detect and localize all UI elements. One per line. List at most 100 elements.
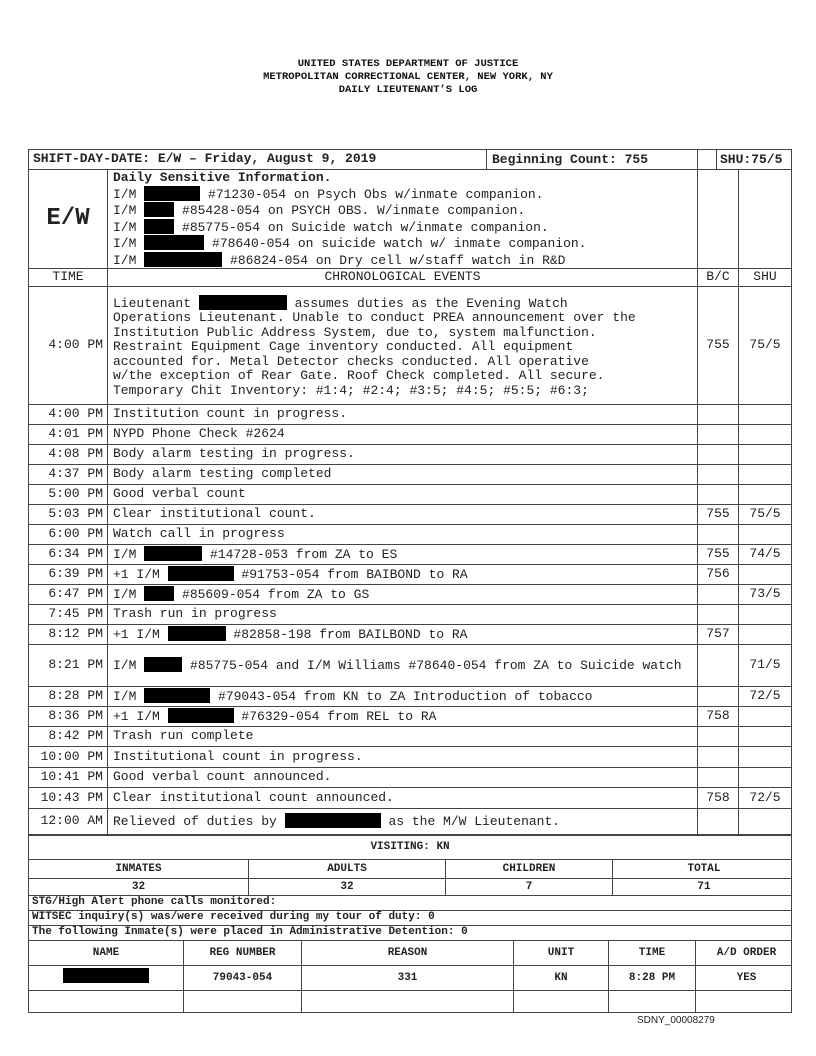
ad-header-row: NAME REG NUMBER REASON UNIT TIME A/D ORDER (27, 939, 793, 966)
entry-event: Watch call in progress (107, 524, 698, 545)
log-entry: 5:00 PM Good verbal count (28, 484, 793, 505)
shift-header-row: SHIFT-DAY-DATE: E/W – Friday, August 9, … (28, 149, 793, 170)
ad-cell: 79043-054 (183, 966, 301, 989)
col-shu: SHU (737, 268, 793, 287)
witsec-text: WITSEC inquiry(s) was/were received duri… (27, 909, 793, 926)
visiting-value: 71 (612, 879, 791, 894)
summary-table: VISITING: KN INMATES ADULTS CHILDREN TOTAL 32… (27, 834, 793, 1013)
col-time: TIME (28, 268, 108, 287)
entry-shu (737, 807, 793, 835)
log-entry: 8:12 PM +1 I/M #82858-198 from BAILBOND t… (28, 624, 793, 645)
entry-time: 5:00 PM (28, 484, 108, 505)
visiting-values-row: 32 32 7 71 (27, 877, 793, 896)
entry-bc (697, 807, 739, 835)
log-entry: 4:00 PM Institution count in progress. (28, 404, 793, 425)
entry-shu: 73/5 (737, 584, 793, 605)
ad-cell (608, 991, 695, 1011)
entry-bc (697, 604, 739, 625)
entry-shu (737, 766, 793, 788)
log-entry: 7:45 PM Trash run in progress (28, 604, 793, 625)
entry-shu (737, 624, 793, 645)
beginning-count: Beginning Count: 755 (486, 150, 697, 169)
stg-row: STG/High Alert phone calls monitored: (27, 894, 793, 911)
col-bc: B/C (697, 268, 739, 287)
log-entry: 4:37 PM Body alarm testing completed (28, 464, 793, 485)
entry-bc (697, 464, 739, 485)
entry-time: 4:01 PM (28, 424, 108, 445)
sensitive-line: I/M #85428-054 on PSYCH OBS. W/inmate co… (113, 202, 526, 218)
entry-bc (697, 584, 739, 605)
visiting-header: CHILDREN (445, 860, 612, 877)
entry-shu (737, 706, 793, 727)
entry-bc (697, 726, 739, 747)
entry-bc: 755 (697, 286, 739, 405)
log-entry: 10:00 PM Institutional count in progress. (28, 746, 793, 768)
log-entry: 4:00 PM Lieutenant assumes duties as the … (28, 286, 793, 405)
entry-event: +1 I/M #76329-054 from REL to RA (107, 706, 698, 727)
log-entry: 8:21 PM I/M #85775-054 and I/M Williams #… (28, 644, 793, 687)
log-entry: 6:47 PM I/M #85609-054 from ZA to GS 73/5 (28, 584, 793, 605)
ad-header: UNIT (513, 941, 608, 964)
entry-time: 4:00 PM (28, 404, 108, 425)
entry-time: 6:47 PM (28, 584, 108, 605)
ad-header: TIME (608, 941, 695, 964)
entry-bc (697, 746, 739, 768)
entry-time: 12:00 AM (28, 807, 108, 835)
redaction (144, 546, 203, 562)
log-entry: 8:28 PM I/M #79043-054 from KN to ZA Intr… (28, 686, 793, 707)
ad-cell (513, 991, 608, 1011)
entry-time: 7:45 PM (28, 604, 108, 625)
visiting-header-row: INMATES ADULTS CHILDREN TOTAL (27, 858, 793, 879)
entry-time: 6:39 PM (28, 564, 108, 585)
ad-header: REG NUMBER (183, 941, 301, 964)
log-entry: 4:01 PM NYPD Phone Check #2624 (28, 424, 793, 445)
entry-event: Institution count in progress. (107, 404, 698, 425)
bates-number: SDNY_00008279 (637, 1014, 715, 1026)
entry-time: 4:08 PM (28, 444, 108, 465)
facility-name: METROPOLITAN CORRECTIONAL CENTER, NEW YO… (263, 71, 553, 83)
ad-cell (695, 991, 791, 1011)
ad-header: A/D ORDER (695, 941, 791, 964)
entry-event: I/M #79043-054 from KN to ZA Introductio… (107, 686, 698, 707)
visiting-header: ADULTS (248, 860, 445, 877)
entry-time: 8:21 PM (28, 644, 108, 687)
entry-bc (697, 524, 739, 545)
entry-bc: 758 (697, 706, 739, 727)
redaction (284, 812, 381, 828)
visiting-header: INMATES (115, 862, 162, 875)
redaction (144, 202, 175, 217)
redaction (144, 657, 183, 673)
log-entry: 6:34 PM I/M #14728-053 from ZA to ES 755 74… (28, 544, 793, 565)
entry-shu (737, 564, 793, 585)
ad-note-text: The following Inmate(s) were placed in A… (27, 924, 793, 941)
log-table: SHIFT-DAY-DATE: E/W – Friday, August 9, … (28, 149, 793, 835)
visiting-value: 32 (248, 879, 445, 894)
entry-event: NYPD Phone Check #2624 (107, 424, 698, 445)
shift-label: E/W (28, 169, 108, 269)
ad-row-2 (27, 989, 793, 1013)
ad-cell: 8:28 PM (608, 966, 695, 989)
entry-event: Good verbal count (107, 484, 698, 505)
visiting-row: VISITING: KN (27, 834, 793, 860)
entry-event: +1 I/M #82858-198 from BAILBOND to RA (107, 624, 698, 645)
redaction (63, 967, 149, 983)
entry-shu (737, 404, 793, 425)
redaction (144, 235, 205, 250)
redaction (144, 218, 175, 234)
ad-note-row: The following Inmate(s) were placed in A… (27, 924, 793, 941)
ad-row-1: 79043-054 331 KN 8:28 PM YES (27, 964, 793, 991)
redaction (198, 294, 287, 310)
entry-bc (697, 444, 739, 465)
entry-shu: 74/5 (737, 544, 793, 565)
ad-cell: 331 (301, 966, 513, 989)
entry-event: Clear institutional count. (107, 504, 698, 525)
entry-bc: 758 (697, 787, 739, 809)
col-events: CHRONOLOGICAL EVENTS (107, 268, 698, 287)
entry-shu (737, 464, 793, 485)
entry-time: 8:12 PM (28, 624, 108, 645)
log-title: DAILY LIEUTENANT’S LOG (338, 84, 478, 96)
entry-shu (737, 424, 793, 445)
entry-event: I/M #85609-054 from ZA to GS (107, 584, 698, 605)
entry-shu: 75/5 (737, 286, 793, 405)
ad-cell (301, 991, 513, 1011)
